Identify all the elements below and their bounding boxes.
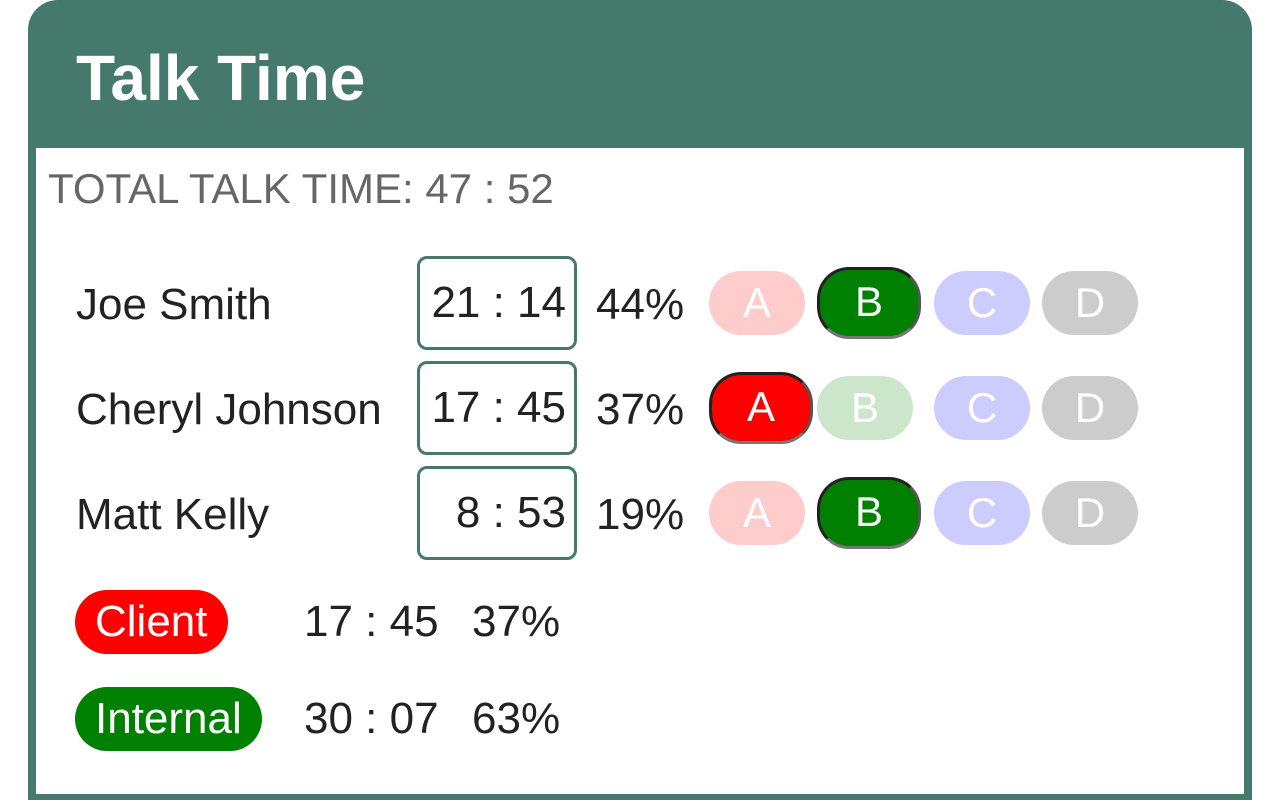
member-percent: 19%: [596, 490, 685, 539]
member-time-field[interactable]: 21 : 14: [417, 256, 577, 350]
group-c-button[interactable]: C: [934, 481, 1030, 545]
member-row: Matt Kelly 8 : 53 19% A B C D: [36, 466, 1244, 562]
total-talk-time: TOTAL TALK TIME: 47 : 52: [48, 165, 554, 212]
client-time: 17 : 45: [304, 597, 439, 646]
card-header: Talk Time: [28, 0, 1252, 148]
client-percent: 37%: [472, 597, 561, 646]
group-a-button[interactable]: A: [709, 481, 805, 545]
member-time-field[interactable]: 8 : 53: [417, 466, 577, 560]
member-row: Joe Smith 21 : 14 44% A B C D: [36, 256, 1244, 352]
group-d-button[interactable]: D: [1042, 481, 1138, 545]
group-d-button[interactable]: D: [1042, 271, 1138, 335]
member-percent: 37%: [596, 385, 685, 434]
group-a-button[interactable]: A: [709, 271, 805, 335]
group-b-button[interactable]: B: [817, 477, 921, 549]
member-row: Cheryl Johnson 17 : 45 37% A B C D: [36, 361, 1244, 457]
group-d-button[interactable]: D: [1042, 376, 1138, 440]
internal-badge: Internal: [75, 687, 262, 751]
group-b-button[interactable]: B: [817, 267, 921, 339]
internal-percent: 63%: [472, 694, 561, 743]
group-a-button[interactable]: A: [709, 372, 813, 444]
member-name: Cheryl Johnson: [76, 385, 382, 434]
card-title: Talk Time: [76, 42, 366, 114]
legend-client-row: Client 17 : 45 37%: [36, 590, 1244, 658]
member-percent: 44%: [596, 280, 685, 329]
group-b-button[interactable]: B: [817, 376, 913, 440]
group-c-button[interactable]: C: [934, 376, 1030, 440]
talk-time-card: Talk Time TOTAL TALK TIME: 47 : 52 Joe S…: [28, 0, 1252, 800]
member-name: Matt Kelly: [76, 490, 270, 539]
member-time-field[interactable]: 17 : 45: [417, 361, 577, 455]
card-body: TOTAL TALK TIME: 47 : 52 Joe Smith 21 : …: [36, 148, 1244, 794]
member-name: Joe Smith: [76, 280, 272, 329]
legend-internal-row: Internal 30 : 07 63%: [36, 687, 1244, 755]
group-c-button[interactable]: C: [934, 271, 1030, 335]
internal-time: 30 : 07: [304, 694, 439, 743]
client-badge: Client: [75, 590, 228, 654]
